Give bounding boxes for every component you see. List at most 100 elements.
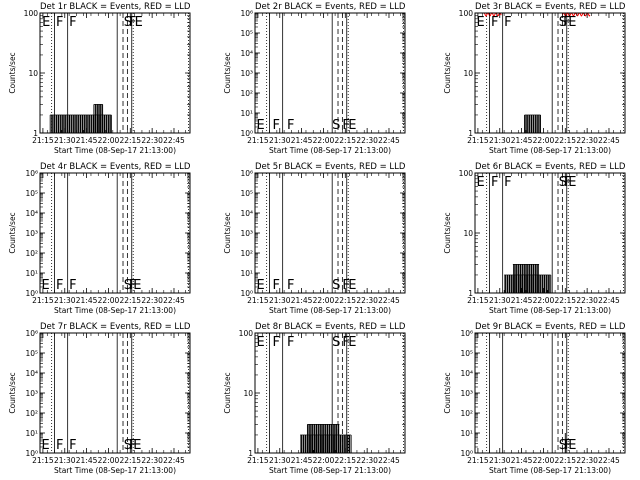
x-tick-label: 22:30 [141, 136, 163, 145]
x-tick-label: 22:30 [576, 136, 598, 145]
x-tick-label: 21:45 [76, 296, 98, 305]
segment-letter: F [491, 175, 498, 190]
segment-letter: F [272, 335, 279, 350]
segment-letter: F [272, 118, 279, 133]
y-tick-label: 10³ [460, 389, 473, 398]
x-tick-label: 21:30 [54, 296, 76, 305]
y-tick-label: 10 [28, 69, 38, 78]
segment-letter: F [342, 118, 349, 133]
segment-letter: E [476, 15, 484, 30]
x-tick-label: 22:15 [119, 296, 141, 305]
segment-letter: F [287, 118, 294, 133]
segment-letter: E [476, 175, 484, 190]
x-tick-label: 21:30 [54, 456, 76, 465]
y-tick-label: 10³ [240, 229, 253, 238]
x-tick-label: 22:30 [576, 456, 598, 465]
x-tick-label: 22:45 [598, 456, 620, 465]
panel-title: Det 8r BLACK = Events, RED = LLD [255, 322, 406, 332]
segment-letter: S [332, 335, 340, 350]
x-tick-label: 22:00 [98, 296, 120, 305]
x-tick-label: 22:30 [141, 456, 163, 465]
y-tick-label: 10⁴ [240, 209, 253, 218]
x-tick-label: 22:45 [163, 456, 185, 465]
y-axis-label: Counts/sec [223, 212, 232, 253]
x-tick-label: 21:30 [269, 136, 291, 145]
x-tick-label: 21:30 [54, 136, 76, 145]
y-tick-label: 10⁴ [25, 209, 38, 218]
y-tick-label: 10⁰ [240, 289, 253, 298]
panel-title: Det 3r BLACK = Events, RED = LLD [475, 2, 626, 12]
segment-letter: F [563, 15, 570, 30]
lld-trace [561, 12, 591, 17]
x-tick-label: 21:45 [291, 296, 313, 305]
segment-letter: F [287, 278, 294, 293]
y-axis-label: Counts/sec [443, 52, 452, 93]
segment-letter: E [133, 278, 141, 293]
panel-title: Det 1r BLACK = Events, RED = LLD [40, 2, 191, 12]
segment-letter: S [332, 278, 340, 293]
y-tick-label: 10² [25, 409, 38, 418]
x-tick-label: 22:15 [334, 456, 356, 465]
plot-frame [39, 332, 191, 454]
x-tick-label: 22:30 [356, 456, 378, 465]
x-tick-label: 22:30 [576, 296, 598, 305]
segment-letter: E [41, 438, 49, 453]
y-tick-label: 10⁶ [25, 329, 38, 338]
x-tick-label: 21:45 [76, 456, 98, 465]
y-tick-label: 1 [33, 129, 38, 138]
segment-letter: F [287, 335, 294, 350]
segment-letter: S [332, 118, 340, 133]
y-tick-label: 10⁵ [460, 349, 473, 358]
x-tick-label: 22:30 [356, 296, 378, 305]
y-tick-label: 10² [460, 409, 473, 418]
plot-frame [254, 12, 406, 134]
y-tick-label: 1 [468, 129, 473, 138]
y-tick-label: 10⁶ [240, 169, 253, 178]
panel-title: Det 5r BLACK = Events, RED = LLD [255, 162, 406, 172]
segment-letter: F [342, 278, 349, 293]
x-tick-label: 21:30 [269, 456, 291, 465]
x-tick-label: 22:30 [141, 296, 163, 305]
x-tick-label: 22:15 [119, 136, 141, 145]
x-tick-label: 21:15 [247, 296, 269, 305]
x-tick-label: 21:30 [269, 296, 291, 305]
y-tick-label: 10 [463, 69, 473, 78]
y-tick-label: 1 [248, 449, 253, 458]
y-tick-label: 10⁵ [240, 29, 253, 38]
segment-letter: E [256, 278, 264, 293]
segment-letter: S [559, 438, 567, 453]
segment-letter: E [348, 278, 356, 293]
x-tick-label: 22:00 [533, 456, 555, 465]
y-tick-label: 10⁵ [25, 189, 38, 198]
plot-frame [474, 12, 626, 134]
x-tick-label: 22:00 [533, 136, 555, 145]
y-tick-label: 10⁶ [460, 329, 473, 338]
x-tick-label: 22:45 [378, 136, 400, 145]
x-tick-label: 21:15 [467, 296, 489, 305]
segment-letter: F [129, 438, 136, 453]
y-tick-label: 10⁴ [240, 49, 253, 58]
x-tick-label: 21:45 [511, 456, 533, 465]
y-tick-label: 100 [239, 329, 254, 338]
x-tick-label: 22:00 [98, 456, 120, 465]
segment-letter: F [56, 278, 63, 293]
y-tick-label: 10¹ [25, 269, 38, 278]
y-tick-label: 10³ [25, 389, 38, 398]
y-tick-label: 100 [459, 169, 474, 178]
x-tick-label: 22:00 [313, 136, 335, 145]
segment-letter: F [129, 278, 136, 293]
panel-title: Det 9r BLACK = Events, RED = LLD [475, 322, 626, 332]
x-axis-label: Start Time (08-Sep-17 21:13:00) [489, 306, 611, 315]
x-tick-label: 21:45 [511, 136, 533, 145]
segment-letter: F [56, 438, 63, 453]
x-tick-label: 22:45 [378, 456, 400, 465]
x-tick-label: 21:15 [467, 456, 489, 465]
segment-letter: E [135, 15, 143, 30]
x-tick-label: 22:00 [313, 456, 335, 465]
panel-title: Det 2r BLACK = Events, RED = LLD [255, 2, 406, 12]
y-tick-label: 10² [240, 89, 253, 98]
